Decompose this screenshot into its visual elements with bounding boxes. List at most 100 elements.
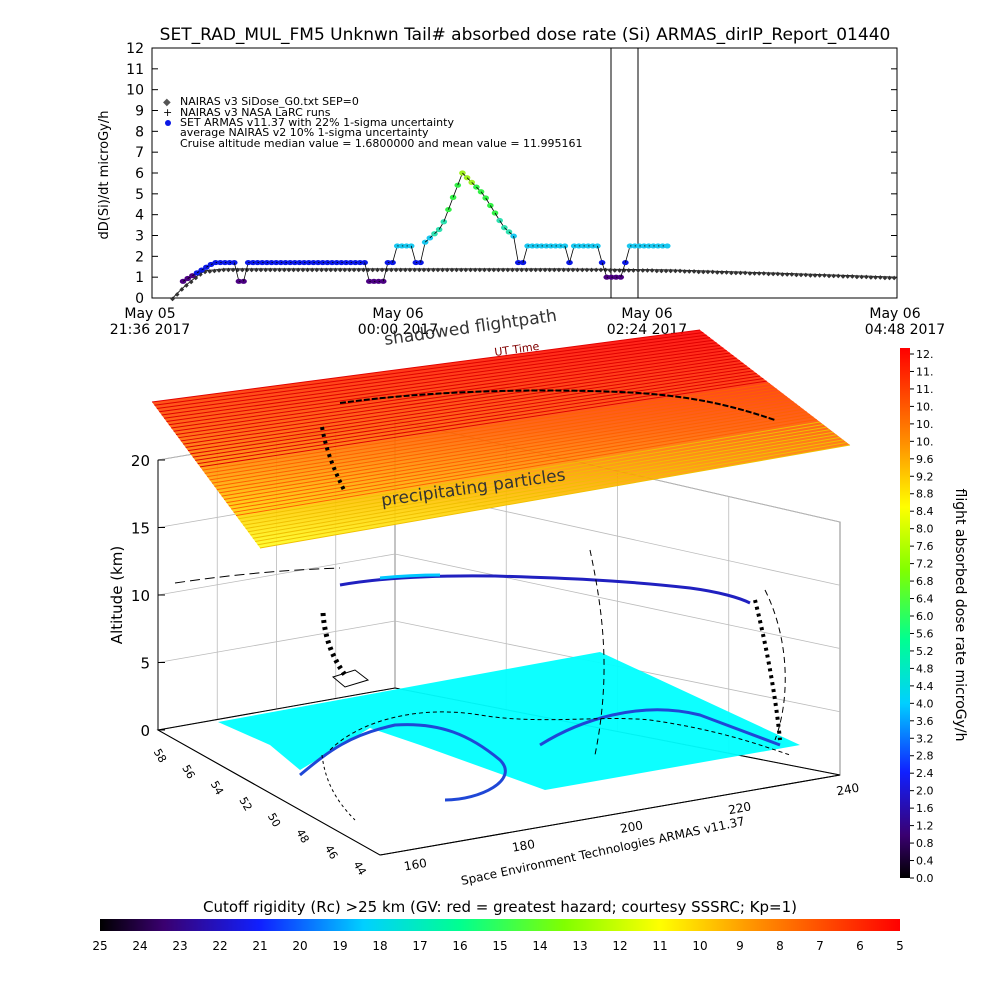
rigidity-tick-label: 6 [856, 939, 864, 953]
armas-segment [597, 245, 603, 263]
armas-segment [392, 245, 398, 263]
nairas-point: ◆ [510, 266, 515, 273]
y-tick-label: 1 [135, 270, 144, 286]
slab-line [245, 429, 831, 530]
rigidity-tick-label: 15 [492, 939, 507, 953]
nairas-point: ◆ [627, 267, 632, 274]
rigidity-tick-label: 10 [692, 939, 707, 953]
lon-tick-label: 160 [403, 856, 428, 874]
nairas-point: ◆ [869, 274, 874, 281]
x-tick-1-line2: 21:36 2017 [110, 322, 190, 338]
lon-axis-ticks: 160 180 200 220 240 [403, 781, 860, 874]
nairas-segment [176, 288, 183, 294]
top-x-axis: May 05 21:36 2017 May 06 00:00 2017 May … [110, 306, 945, 338]
nairas-point: ◆ [664, 267, 669, 274]
nairas-point: ◆ [189, 278, 194, 285]
ground-track-west [321, 754, 356, 821]
legend-item-armas: SET ARMAS v11.37 with 22% 1-sigma uncert… [165, 116, 454, 129]
nairas-point: ◆ [622, 267, 627, 274]
nairas-point: ◆ [817, 272, 822, 279]
lat-axis-ticks: 58 56 54 52 50 48 46 44 [151, 747, 369, 878]
lon-tick-label: 180 [511, 837, 536, 855]
nairas-point: ◆ [296, 266, 301, 273]
armas-point [510, 233, 517, 239]
nairas-point: ◆ [235, 266, 240, 273]
nairas-point: ◆ [254, 266, 259, 273]
armas-segment [243, 262, 249, 282]
slab-line [187, 367, 751, 452]
nairas-point: ◆ [701, 268, 706, 275]
dose-tick-label: 0.0 [916, 872, 934, 885]
nairas-point: ◆ [324, 266, 329, 273]
legend-label-3: SET ARMAS v11.37 with 22% 1-sigma uncert… [180, 116, 454, 129]
nairas-point: ◆ [887, 274, 892, 281]
nairas-point: ◆ [636, 267, 641, 274]
dose-tick-label: 0.4 [916, 855, 934, 868]
legend-label-2: NAIRAS v3 NASA LaRC runs [180, 106, 331, 119]
nairas-point: ◆ [203, 268, 208, 275]
dose-tick-label: 4.8 [916, 662, 934, 675]
rigidity-tick-label: 17 [412, 939, 427, 953]
slab-line [219, 401, 794, 494]
rigidity-tick-label: 16 [452, 939, 467, 953]
armas-segment [522, 245, 528, 263]
lat-tick-label: 56 [179, 763, 197, 782]
nairas-point: ◆ [459, 266, 464, 273]
nairas-point: ◆ [543, 266, 548, 273]
legend-marker-diamond-icon: ◆ [163, 97, 171, 108]
armas-point [407, 243, 415, 249]
nairas-point: ◆ [864, 274, 869, 281]
slab-line [250, 434, 837, 536]
nairas-point: ◆ [552, 266, 557, 273]
back-wall-projection [589, 549, 605, 756]
rigidity-tick-label: 14 [532, 939, 547, 953]
dose-tick-label: 5.2 [916, 645, 934, 658]
nairas-point: ◆ [478, 266, 483, 273]
nairas-point: ◆ [585, 267, 590, 274]
nairas-point: ◆ [198, 271, 203, 278]
nairas-point: ◆ [170, 296, 175, 303]
nairas-point: ◆ [617, 267, 622, 274]
dose-tick-label: 4.4 [916, 680, 934, 693]
y-tick-label: 2 [135, 249, 144, 265]
nairas-point: ◆ [445, 266, 450, 273]
descent-projection [764, 589, 786, 741]
rigidity-colorbar-label: Cutoff rigidity (Rc) >25 km (GV: red = g… [203, 898, 797, 916]
y-tick-label: 0 [135, 291, 144, 307]
slab-line [197, 378, 764, 465]
slab-line [221, 403, 797, 497]
nairas-point: ◆ [426, 266, 431, 273]
nairas-point: ◆ [193, 275, 198, 282]
dose-colorbar: 12. 11. 11. 10. 10. 10. 9.6 9.2 8.8 8.4 8.0 7.6 7.2 6… [900, 348, 968, 885]
nairas-point: ◆ [687, 268, 692, 275]
y-tick-label: 8 [135, 124, 144, 140]
flight-path-colored [379, 573, 441, 580]
rigidity-tick-label: 8 [776, 939, 784, 953]
nairas-point: ◆ [659, 267, 664, 274]
legend: ◆ NAIRAS v3 SiDose_G0.txt SEP=0 + NAIRAS… [163, 95, 583, 150]
armas-segment [513, 236, 519, 263]
legend-marker-plus-icon: + [163, 106, 172, 119]
flight-path [339, 574, 751, 605]
precipitation-slab [151, 329, 851, 549]
y-tick-label: 4 [135, 208, 144, 224]
lon-tick-label: 200 [619, 818, 644, 836]
slab-line [240, 424, 824, 523]
nairas-point: ◆ [342, 266, 347, 273]
lon-tick-label: 240 [835, 781, 860, 799]
nairas-point: ◆ [394, 266, 399, 273]
nairas-point: ◆ [752, 270, 757, 277]
rigidity-tick-label: 9 [736, 939, 744, 953]
dose-tick-label: 10. [916, 435, 934, 448]
slab-line [202, 383, 771, 471]
armas-segment [625, 245, 631, 263]
nairas-point: ◆ [408, 266, 413, 273]
x-tick-3-line1: May 06 [621, 306, 672, 322]
armas-segment [233, 262, 240, 282]
top-y-label: dD(Si)/dt microGy/h [97, 111, 112, 240]
slab-line [178, 357, 737, 439]
descent-path [753, 599, 782, 741]
lat-tick-label: 48 [293, 827, 311, 846]
dose-tick-label: 2.8 [916, 750, 934, 763]
nairas-point: ◆ [338, 266, 343, 273]
